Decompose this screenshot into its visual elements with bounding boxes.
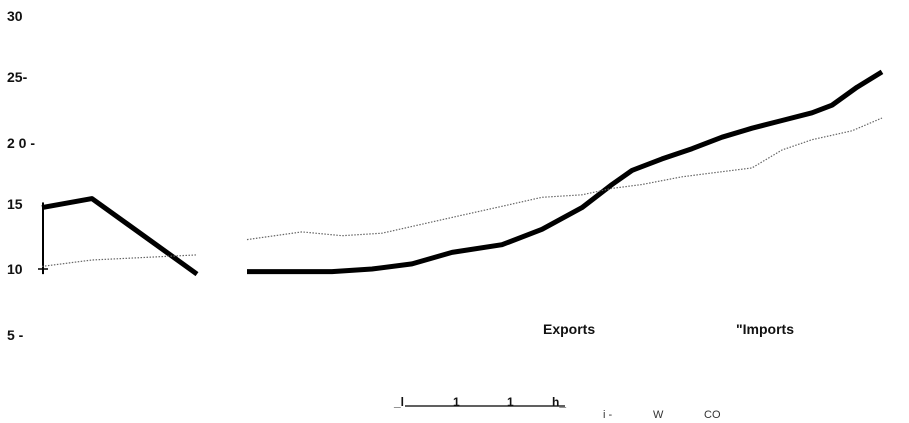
legend-label: Exports bbox=[543, 321, 595, 337]
x-axis-fragment-label: _l bbox=[393, 395, 404, 409]
y-tick-label: 15 bbox=[7, 196, 23, 212]
y-axis-tick-labels: 30 25- 2 0 - 15 10 5 - bbox=[7, 8, 35, 343]
y-tick-label: 10 bbox=[7, 261, 23, 277]
series-line-exports-segment-0 bbox=[41, 196, 199, 277]
x-axis-fragment-label: h_ bbox=[552, 395, 566, 409]
stray-glyph: W bbox=[653, 409, 664, 421]
x-axis-fragment: _l 1 1 h_ bbox=[393, 395, 566, 409]
x-axis-fragment-label: 1 bbox=[507, 395, 514, 409]
y-tick-label: 30 bbox=[7, 8, 23, 24]
series-line-imports-segment-0 bbox=[41, 254, 198, 267]
plot-lines bbox=[41, 69, 884, 277]
y-tick-label: 2 0 - bbox=[7, 135, 35, 151]
legend-label: "Imports bbox=[736, 321, 794, 337]
y-tick-label: 5 - bbox=[7, 327, 24, 343]
series-line-exports-segment-1 bbox=[247, 69, 884, 275]
stray-glyph: i - bbox=[603, 409, 613, 421]
stray-glyph: CO bbox=[704, 409, 721, 421]
x-axis-fragment-label: 1 bbox=[453, 395, 460, 409]
legend: Exports "Imports bbox=[543, 321, 794, 337]
y-tick-label: 25- bbox=[7, 69, 28, 85]
y-axis-fragment bbox=[38, 202, 48, 275]
stray-text: i - W CO bbox=[603, 409, 721, 421]
series-line-imports-segment-1 bbox=[246, 117, 883, 241]
